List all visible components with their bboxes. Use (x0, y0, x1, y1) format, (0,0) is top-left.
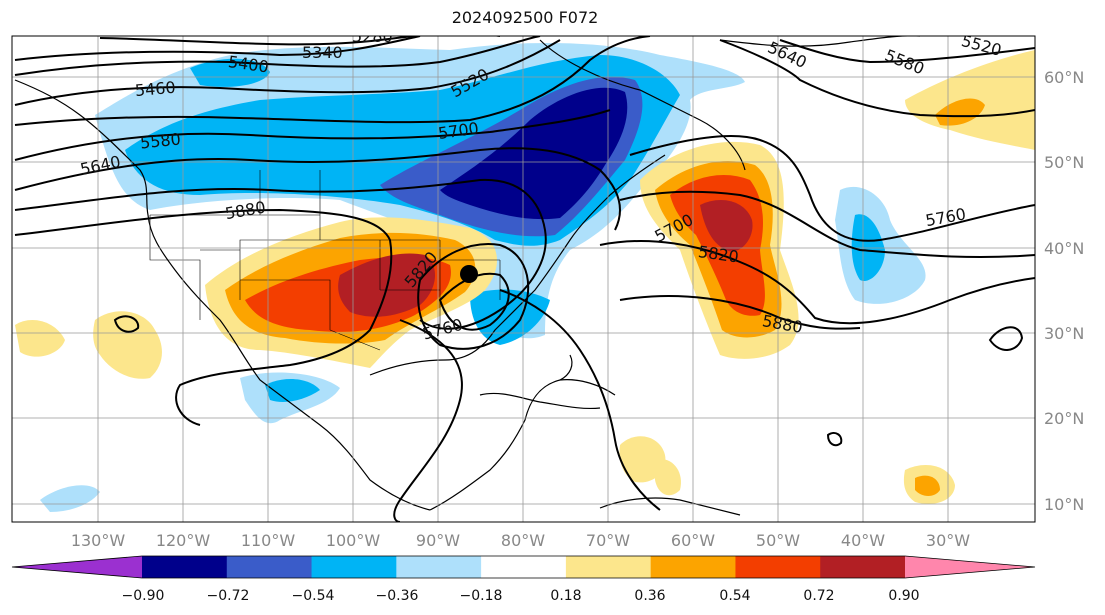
lon-label: 70°W (586, 531, 630, 550)
colorbar-outline (11, 555, 1036, 579)
lat-label: 30°N (1044, 324, 1084, 343)
colorbar-tick-label: −0.36 (376, 588, 419, 604)
colorbar-extend-low (12, 556, 142, 578)
contour-label: 5580 (882, 45, 927, 78)
colorbar-tick-label: 0.72 (803, 588, 834, 604)
colorbar-segment (311, 556, 397, 578)
colorbar-segment (820, 556, 906, 578)
colorbar-extend-high (905, 556, 1035, 578)
positive-anomaly-region-atlantic (640, 50, 1035, 359)
lon-label: 50°W (756, 531, 800, 550)
lon-label: 90°W (416, 531, 460, 550)
lon-label: 110°W (241, 531, 296, 550)
point-marker (460, 265, 478, 283)
colorbar-tick-label: −0.72 (207, 588, 250, 604)
map-title: 2024092500 F072 (451, 8, 599, 27)
lat-label: 10°N (1044, 495, 1084, 514)
contour-label: 5280 (352, 27, 393, 46)
latitude-labels: 60°N 50°N 40°N 30°N 20°N 10°N (1044, 68, 1084, 514)
colorbar-segment (650, 556, 736, 578)
colorbar-tick-label: −0.18 (460, 588, 503, 604)
lon-label: 60°W (671, 531, 715, 550)
colorbar-segment (481, 556, 567, 578)
lon-label: 130°W (71, 531, 126, 550)
lat-label: 40°N (1044, 239, 1084, 258)
lon-label: 100°W (326, 531, 381, 550)
lat-label: 60°N (1044, 68, 1084, 87)
lon-label: 40°W (841, 531, 885, 550)
colorbar-tick-label: 0.90 (888, 588, 919, 604)
lat-label: 20°N (1044, 409, 1084, 428)
longitude-labels: 130°W 120°W 110°W 100°W 90°W 80°W 70°W 6… (71, 531, 970, 550)
lon-label: 30°W (926, 531, 970, 550)
lon-label: 80°W (501, 531, 545, 550)
lon-label: 120°W (156, 531, 211, 550)
colorbar-tick-label: 0.54 (719, 588, 750, 604)
lat-label: 50°N (1044, 153, 1084, 172)
colorbar-segment (226, 556, 313, 578)
contour-label: 5340 (302, 43, 343, 62)
height-contours (14, 36, 1035, 522)
map-frame (11, 35, 1036, 523)
colorbar-tick-label: −0.54 (292, 588, 335, 604)
colorbar-tick-label: −0.90 (122, 588, 165, 604)
contour-label: 5880 (224, 197, 267, 223)
colorbar-segment (735, 556, 821, 578)
graticule (12, 36, 1035, 522)
colorbar-segment (396, 556, 482, 578)
colorbar (11, 555, 1036, 579)
colorbar-segment (565, 556, 652, 578)
colorbar-tick-label: 0.36 (634, 588, 665, 604)
colorbar-tick-label: 0.18 (550, 588, 581, 604)
colorbar-segment (142, 556, 228, 578)
contour-label: 5760 (924, 204, 967, 230)
positive-anomaly-region-small (15, 311, 955, 505)
colorbar-ticks: −0.90 −0.72 −0.54 −0.36 −0.18 0.18 0.36 … (122, 588, 920, 604)
contour-label: 5460 (134, 78, 176, 100)
negative-anomaly-region-atlantic (40, 186, 926, 512)
contour-label: 5580 (139, 129, 181, 152)
